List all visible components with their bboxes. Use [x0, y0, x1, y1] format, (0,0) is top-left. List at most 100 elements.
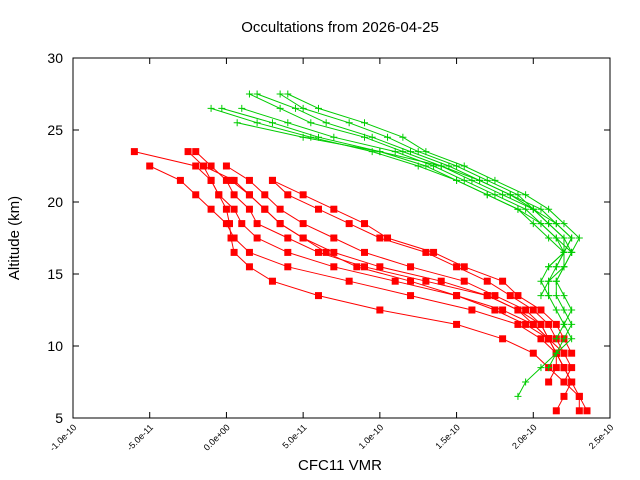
y-tick-label: 15 — [47, 266, 63, 282]
data-point-square — [130, 148, 138, 156]
y-tick-label: 5 — [55, 410, 63, 426]
data-point-square — [330, 248, 338, 256]
x-tick-label: -1.0e-10 — [48, 422, 79, 453]
data-point-square — [437, 277, 445, 285]
series-line — [210, 107, 573, 296]
data-point-square — [545, 320, 553, 328]
data-point-square — [483, 292, 491, 300]
data-point-plus — [299, 104, 307, 112]
data-point-square — [529, 320, 537, 328]
data-point-square — [491, 306, 499, 314]
data-point-square — [199, 162, 207, 170]
data-point-square — [227, 176, 235, 184]
data-point-plus — [491, 191, 499, 199]
data-point-plus — [361, 119, 369, 127]
data-point-square — [453, 320, 461, 328]
data-point-plus — [245, 90, 253, 98]
data-point-plus — [453, 176, 461, 184]
data-point-square — [314, 205, 322, 213]
data-point-square — [575, 392, 583, 400]
data-point-plus — [291, 104, 299, 112]
data-point-square — [314, 292, 322, 300]
data-point-plus — [460, 162, 468, 170]
data-point-plus — [499, 191, 507, 199]
data-point-plus — [276, 104, 284, 112]
red-profile-series — [268, 176, 576, 357]
data-point-plus — [483, 191, 491, 199]
y-tick-label: 10 — [47, 338, 63, 354]
data-point-square — [506, 292, 514, 300]
data-point-plus — [422, 148, 430, 156]
data-point-plus — [330, 133, 338, 141]
data-point-plus — [545, 220, 553, 228]
red-profile-series — [227, 176, 553, 343]
data-point-plus — [560, 220, 568, 228]
data-point-plus — [560, 320, 568, 328]
data-point-plus — [552, 220, 560, 228]
data-point-square — [422, 248, 430, 256]
series-line — [187, 151, 573, 412]
data-point-square — [192, 191, 200, 199]
data-point-plus — [314, 104, 322, 112]
series-line — [287, 93, 580, 253]
series-line — [279, 93, 573, 268]
data-point-square — [529, 306, 537, 314]
data-point-square — [560, 378, 568, 386]
data-point-square — [245, 176, 253, 184]
data-point-plus — [368, 148, 376, 156]
data-point-square — [376, 263, 384, 271]
data-point-plus — [552, 277, 560, 285]
data-point-plus — [568, 248, 576, 256]
data-point-square — [499, 306, 507, 314]
data-point-square — [376, 234, 384, 242]
data-point-square — [176, 176, 184, 184]
data-point-square — [407, 277, 415, 285]
data-point-square — [222, 220, 230, 228]
data-point-square — [230, 234, 238, 242]
data-point-square — [207, 162, 215, 170]
data-point-plus — [537, 277, 545, 285]
series-line — [195, 151, 565, 368]
data-point-plus — [384, 133, 392, 141]
data-point-square — [284, 191, 292, 199]
data-point-square — [453, 292, 461, 300]
data-point-plus — [568, 306, 576, 314]
series-line — [230, 180, 549, 340]
data-point-plus — [414, 148, 422, 156]
data-point-square — [245, 263, 253, 271]
data-point-plus — [322, 119, 330, 127]
data-point-square — [514, 292, 522, 300]
data-point-plus — [545, 205, 553, 213]
red-profile-series — [146, 162, 583, 415]
x-tick-label: 2.5e-10 — [587, 422, 616, 451]
x-tick-label: -5.0e-11 — [125, 422, 155, 452]
data-point-square — [268, 277, 276, 285]
data-point-square — [245, 248, 253, 256]
data-point-square — [230, 191, 238, 199]
data-point-plus — [233, 119, 241, 127]
data-point-plus — [552, 306, 560, 314]
green-profile-series — [284, 90, 583, 256]
data-point-plus — [284, 90, 292, 98]
data-point-plus — [514, 392, 522, 400]
data-point-plus — [545, 364, 553, 372]
x-tick-label: 0.0e+00 — [202, 422, 232, 452]
data-point-plus — [514, 205, 522, 213]
data-point-plus — [545, 292, 553, 300]
data-point-plus — [537, 220, 545, 228]
green-profile-series — [253, 90, 576, 271]
data-point-plus — [307, 133, 315, 141]
data-point-square — [499, 277, 507, 285]
data-point-plus — [368, 133, 376, 141]
data-point-square — [376, 306, 384, 314]
data-point-plus — [529, 220, 537, 228]
data-point-square — [568, 364, 576, 372]
data-point-square — [230, 205, 238, 213]
data-point-square — [215, 191, 223, 199]
data-point-plus — [314, 133, 322, 141]
data-point-plus — [468, 176, 476, 184]
data-point-plus — [537, 205, 545, 213]
y-tick-label: 20 — [47, 194, 63, 210]
y-tick-label: 30 — [47, 50, 63, 66]
